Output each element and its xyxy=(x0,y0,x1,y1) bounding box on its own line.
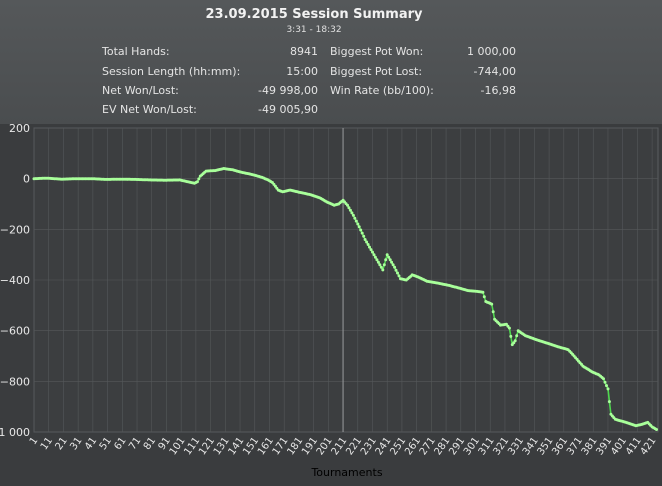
series-point xyxy=(394,268,398,272)
net-won-label: Net Won/Lost: xyxy=(102,84,179,97)
series-point xyxy=(378,263,382,267)
series-point xyxy=(388,258,392,262)
win-rate-value: -16,98 xyxy=(480,84,516,97)
series-point xyxy=(491,310,495,314)
series-point xyxy=(363,238,367,241)
series-point xyxy=(356,222,360,226)
x-axis-ticks: 1112131415161718191101111121131141151161… xyxy=(28,435,659,457)
series-point xyxy=(655,428,658,431)
x-tick-label: 421 xyxy=(639,435,659,457)
win-rate-label: Win Rate (bb/100): xyxy=(330,84,434,97)
series-point xyxy=(481,290,485,294)
total-hands-label: Total Hands: xyxy=(102,45,170,58)
series-point xyxy=(369,248,373,252)
x-tick-label: 11 xyxy=(39,435,55,452)
series-point xyxy=(603,380,607,384)
series-point xyxy=(366,243,370,246)
series-point xyxy=(379,265,383,269)
series-point xyxy=(607,400,611,404)
series-point xyxy=(375,258,379,262)
series-point xyxy=(397,274,401,278)
series-point xyxy=(347,206,351,210)
session-summary-panel: 23.09.2015 Session Summary 3:31 - 18:32 … xyxy=(0,0,662,124)
x-tick-label: 31 xyxy=(68,435,84,452)
series-point xyxy=(391,263,395,267)
series-point xyxy=(373,255,377,259)
series-point xyxy=(359,228,363,232)
series-points xyxy=(32,167,658,431)
series-point xyxy=(385,253,389,257)
series-point xyxy=(515,334,519,338)
ev-net-won-value: -49 005,90 xyxy=(258,103,318,116)
x-tick-label: 51 xyxy=(98,435,114,452)
summary-time-range: 3:31 - 18:32 xyxy=(286,25,342,35)
net-won-value: -49 998,00 xyxy=(258,84,318,97)
series-point xyxy=(371,250,374,254)
series-point xyxy=(606,387,610,391)
biggest-pot-won-label: Biggest Pot Won: xyxy=(330,45,424,58)
series-point xyxy=(396,271,399,275)
series-point xyxy=(482,295,486,299)
y-tick-label: −600 xyxy=(0,325,30,338)
session-length-label: Session Length (hh:mm): xyxy=(102,65,241,78)
x-axis-label: Tournaments xyxy=(310,466,382,479)
x-tick-label: 41 xyxy=(83,435,99,452)
x-tick-label: 71 xyxy=(127,435,143,452)
x-tick-label: 1 xyxy=(28,435,41,447)
series-point xyxy=(351,213,355,217)
series-point xyxy=(346,203,349,207)
series-point xyxy=(509,334,513,338)
series-point xyxy=(365,240,369,244)
series-point xyxy=(195,180,199,184)
series-point xyxy=(362,234,366,238)
y-tick-label: 0 xyxy=(23,173,30,186)
series-point xyxy=(197,177,201,181)
y-tick-label: 200 xyxy=(9,124,30,135)
y-axis-ticks: 200 0 −200 −400 −600 −800 −1 000 xyxy=(0,122,30,439)
series-point xyxy=(381,268,385,272)
series-point xyxy=(360,231,364,235)
series-point xyxy=(357,225,361,229)
series-point xyxy=(348,208,352,212)
summary-title: 23.09.2015 Session Summary xyxy=(205,7,423,22)
series-point xyxy=(513,339,517,343)
series-point xyxy=(384,258,388,262)
x-tick-label: 21 xyxy=(54,435,70,452)
y-tick-label: −800 xyxy=(0,375,30,388)
series-point xyxy=(372,253,376,257)
series-point xyxy=(390,260,394,264)
y-tick-label: −200 xyxy=(0,223,30,236)
y-tick-label: −1 000 xyxy=(0,426,30,439)
series-point xyxy=(376,260,380,264)
series-point xyxy=(490,302,494,306)
y-tick-label: −400 xyxy=(0,274,30,287)
series-point xyxy=(382,263,386,267)
series-point xyxy=(602,377,605,381)
series-point xyxy=(354,219,358,223)
series-point xyxy=(387,255,391,259)
series-point xyxy=(350,211,354,215)
x-tick-label: 61 xyxy=(112,435,128,452)
biggest-pot-won-value: 1 000,00 xyxy=(467,45,516,58)
series-point xyxy=(507,326,511,330)
session-length-value: 15:00 xyxy=(286,65,318,78)
horizontal-gridlines xyxy=(34,127,658,433)
series-point xyxy=(605,384,608,388)
total-hands-value: 8941 xyxy=(290,45,318,58)
ev-net-won-label: EV Net Won/Lost: xyxy=(102,103,197,116)
series-point xyxy=(393,265,397,269)
series-point xyxy=(353,216,357,220)
series-point xyxy=(368,245,371,249)
x-tick-label: 81 xyxy=(142,435,158,452)
biggest-pot-lost-value: -744,00 xyxy=(473,65,516,78)
biggest-pot-lost-label: Biggest Pot Lost: xyxy=(330,65,423,78)
